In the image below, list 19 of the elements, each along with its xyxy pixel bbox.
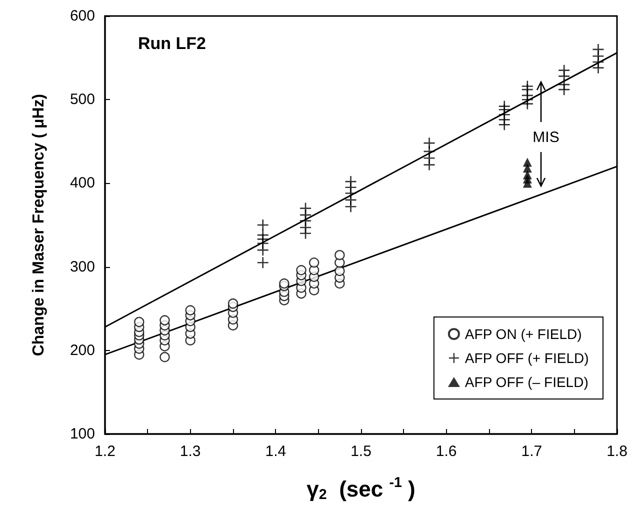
legend-label: AFP ON (+ FIELD) [464, 326, 582, 342]
x-tick-label: 1.3 [180, 443, 201, 460]
annotation: MIS [532, 129, 560, 146]
y-tick-label: 600 [70, 8, 95, 24]
x-tick-label: 1.8 [606, 443, 628, 460]
x-tick-label: 1.4 [265, 443, 286, 460]
legend-label: AFP OFF (+ FIELD) [464, 350, 589, 366]
x-tick-label: 1.7 [521, 443, 542, 460]
y-tick-label: 400 [70, 174, 95, 192]
y-axis-title: Change in Maser Frequency ( μHz) [30, 94, 48, 356]
text: Run LF2 [138, 34, 206, 53]
x-tick-label: 1.6 [436, 443, 457, 460]
y-tick-label: 300 [70, 258, 95, 276]
y-tick-label: 100 [70, 426, 95, 442]
y-tick-label: 500 [70, 91, 95, 108]
x-tick-label: 1.5 [350, 443, 372, 460]
x-tick-label: 1.2 [94, 443, 116, 460]
y-tick-label: 200 [70, 342, 95, 359]
legend-label: AFP OFF (– FIELD) [464, 374, 588, 390]
